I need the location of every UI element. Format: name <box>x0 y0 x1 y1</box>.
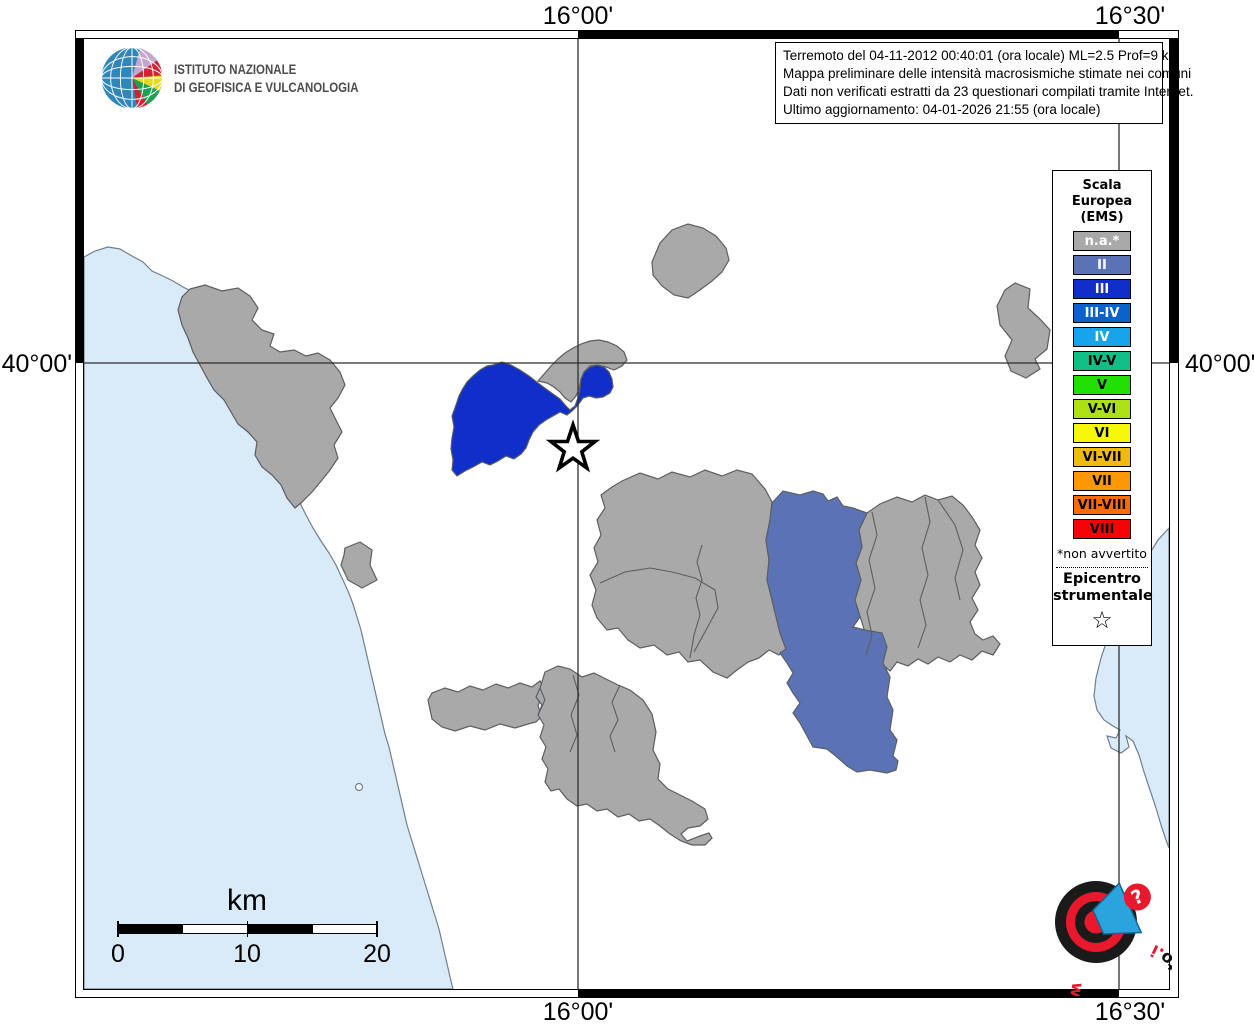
scalebar-label-10: 10 <box>233 940 261 968</box>
ingv-globe-icon <box>100 46 164 110</box>
axis-top-lon-16-30: 16°30' <box>1094 2 1166 30</box>
axis-bottom-lon-16-30: 16°30' <box>1094 998 1166 1024</box>
legend-chip-IV-V: IV-V <box>1073 351 1131 371</box>
ingv-logo-block: ISTITUTO NAZIONALE DI GEOFISICA E VULCAN… <box>100 46 399 110</box>
frame-band-bottom <box>578 990 1119 998</box>
legend-chip-VIII: VIII <box>1073 519 1131 539</box>
info-line-event: Terremoto del 04-11-2012 00:40:01 (ora l… <box>783 48 1180 63</box>
ingv-name-line2: DI GEOFISICA E VULCANOLOGIA <box>174 79 359 95</box>
scalebar-label-20: 20 <box>363 940 391 968</box>
info-line-updated: Ultimo aggiornamento: 04-01-2026 21:55 (… <box>783 102 1101 117</box>
question-badge <box>1123 883 1151 911</box>
ingv-name-line1: ISTITUTO NAZIONALE <box>174 61 297 77</box>
scalebar-unit: km <box>227 884 267 917</box>
scalebar-tick-10 <box>246 921 248 937</box>
earthquake-info-box: Terremoto del 04-11-2012 00:40:01 (ora l… <box>775 42 1194 124</box>
legend-chip-VI: VI <box>1073 423 1131 443</box>
frame-band-left <box>75 38 83 363</box>
legend-title-line2: Europea <box>1071 194 1133 209</box>
scalebar-label-0: 0 <box>111 940 125 968</box>
axis-right-lat-40-00: 40°00' <box>1185 350 1254 378</box>
epicenter-star <box>545 419 601 473</box>
legend-title-line1: Scala <box>1082 178 1122 193</box>
legend-chip-V: V <box>1073 375 1131 395</box>
legend-chip-VII-VIII: VII-VIII <box>1073 495 1131 515</box>
legend-footnote: *non avvertito <box>1057 546 1147 561</box>
haisentitoilterremoto-logo: ? www.haisentitoilterremoto.it <box>1020 846 1172 996</box>
municipality-epicentral-west-intensity-III <box>450 361 614 477</box>
small-island <box>354 782 364 792</box>
legend-chip-n.a.*: n.a.* <box>1073 231 1131 251</box>
legend-chip-III: III <box>1073 279 1131 299</box>
municipality-epicentral-northeast <box>536 339 628 403</box>
legend-chip-III-IV: III-IV <box>1073 303 1131 323</box>
frame-band-top <box>578 30 1119 38</box>
legend-chip-IV: IV <box>1073 327 1131 347</box>
axis-left-lat-40-00: 40°00' <box>1 350 72 378</box>
intensity-legend: Scala Europea (EMS) n.a.* II III III-IV IV IV… <box>1052 170 1153 646</box>
municipality-east-edge <box>996 282 1051 379</box>
municipality-coastal-small <box>340 541 378 589</box>
axis-top-lon-16-00: 16°00' <box>542 2 614 30</box>
municipality-south-blob <box>535 665 713 846</box>
legend-chip-VII: VII <box>1073 471 1131 491</box>
scalebar-tick-0 <box>117 921 119 937</box>
megaphone-icon <box>1092 881 1143 935</box>
legend-chip-V-VI: V-VI <box>1073 399 1131 419</box>
municipality-central-cluster-west <box>589 469 787 679</box>
legend-epicenter-line2: strumentale <box>1053 588 1153 604</box>
legend-title-line3: (EMS) <box>1080 210 1124 225</box>
legend-epicenter-star-icon: ☆ <box>1091 606 1113 634</box>
legend-chip-II: II <box>1073 255 1131 275</box>
legend-epicenter-line1: Epicentro <box>1062 571 1142 587</box>
info-line-data-source: Dati non verificati estratti da 23 quest… <box>783 84 1194 99</box>
info-line-map-type: Mappa preliminare delle intensità macros… <box>783 66 1192 81</box>
legend-divider <box>1056 567 1148 568</box>
map-canvas <box>84 39 1169 989</box>
municipality-coastal-north <box>177 284 346 509</box>
scalebar-seg-2 <box>247 924 313 934</box>
legend-chip-VI-VII: VI-VII <box>1073 447 1131 467</box>
scalebar-tick-20 <box>376 921 378 937</box>
municipality-central-valley-intensity-II <box>765 490 899 774</box>
frame-band-right <box>1170 38 1179 363</box>
scalebar-seg-1 <box>118 924 183 934</box>
internal-borders <box>537 496 964 753</box>
municipality-north-center <box>651 223 730 299</box>
axis-bottom-lon-16-00: 16°00' <box>542 998 614 1024</box>
legend-items: n.a.* II III III-IV IV IV-V V V-VI VI VI-VII VII VI… <box>1053 231 1151 539</box>
municipality-south-west-arm <box>427 680 546 732</box>
